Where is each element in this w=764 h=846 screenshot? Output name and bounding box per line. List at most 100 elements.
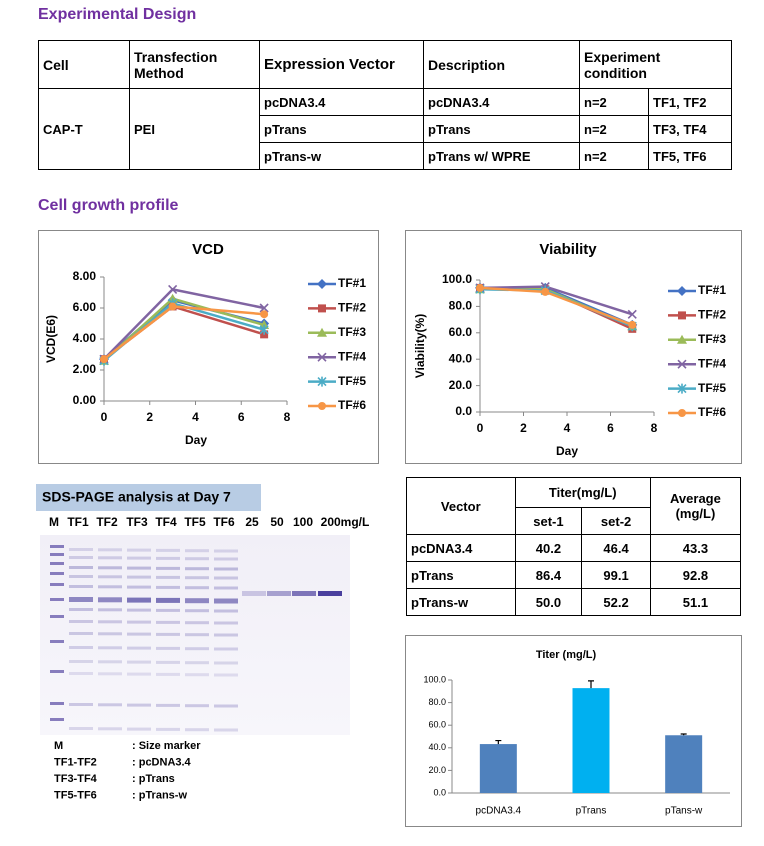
gel-band [127,575,151,579]
gel-band [214,673,238,677]
legend-label: TF#4 [698,356,726,370]
gel-band [156,703,180,707]
gel-band [267,591,291,596]
gel-band [50,718,64,721]
gel-band [98,703,122,707]
marker [628,320,637,329]
gel-band [214,567,238,571]
marker [475,283,485,293]
cell: PEI [129,88,260,170]
lane-label: M [49,515,59,529]
gel-band [214,647,238,651]
gel-band [156,566,180,570]
gel-band [69,620,93,623]
gel-band [242,591,266,596]
cell: 86.4 [514,561,583,589]
lane-label: TF2 [96,515,118,529]
gel-band [69,585,93,588]
legend-label: TF#3 [338,325,366,339]
gel-band [69,556,93,559]
legend-label: TF#4 [338,349,366,363]
gel-band [214,728,238,732]
cell: pcDNA3.4 [406,534,516,562]
x-tick-label: 8 [651,421,658,435]
cell: pcDNA3.4 [423,88,580,116]
gel-band [127,597,151,603]
gel-title-box [36,484,261,511]
marker [99,354,109,365]
marker [677,286,687,296]
gel-band [156,660,180,664]
y-axis-label: VCD(E6) [44,315,58,363]
marker [259,303,269,313]
titer-table: Vector Titer(mg/L) Average (mg/L) set-1 … [406,477,742,616]
header-cell: Titer(mg/L) [514,477,651,508]
cell: n=2 [579,88,649,116]
cell: pTrans-w [259,142,424,170]
gel-band [214,661,238,665]
gel-band [98,672,122,676]
series-line [103,305,265,361]
chart-frame [405,635,742,827]
gel-band [185,661,209,665]
gel-band [98,646,122,650]
series-line [479,287,633,328]
gel-band [98,608,122,612]
gel-band [127,646,151,650]
marker [627,321,637,332]
gel-title: SDS-PAGE analysis at Day 7 [42,489,231,505]
gel-band [214,576,238,580]
gel-band [214,586,238,590]
gel-legend-term: TF1-TF2 [54,756,97,768]
marker [99,354,109,364]
gel-band [156,632,180,636]
gel-band [185,586,209,590]
legend-label: TF#1 [338,276,366,290]
series-line [103,301,265,362]
gel-band [98,585,122,589]
marker [260,310,269,319]
header-cell: set-2 [581,507,651,535]
y-tick-label: 6.00 [73,300,97,314]
gel-band [69,632,93,635]
marker [168,298,178,309]
gel-band [127,566,151,570]
marker [100,355,108,364]
gel-band [214,598,238,604]
lane-label: 50 [270,515,284,529]
lane-label: 200mg/L [321,515,370,529]
cell: pTrans [259,115,424,143]
y-tick-label: 20.0 [428,765,446,775]
error-bar [680,733,687,736]
y-tick-label: 100.0 [442,272,472,286]
gel-band [98,575,122,579]
legend-label: TF#5 [338,374,366,388]
gel-band [69,566,93,569]
gel-band [69,575,93,578]
header-cell: Expression Vector [259,40,424,89]
y-tick-label: 0.0 [455,404,472,418]
gel-band [127,620,151,624]
header-cell: Experiment condition [579,40,732,89]
y-tick-label: 4.00 [73,331,97,345]
series-line [103,305,265,361]
legend-label: TF#3 [698,332,726,346]
marker [540,282,551,293]
x-tick-label: 6 [238,410,245,424]
gel-band [127,608,151,612]
y-axis-label: Viability(%) [413,314,427,378]
marker [678,311,686,320]
cell: n=2 [579,142,649,170]
gel-band [156,585,180,589]
cell: 46.4 [581,534,651,562]
marker [99,355,109,366]
gel-band [156,727,180,731]
marker [317,327,327,337]
section-title: Experimental Design [38,6,197,23]
gel-band [185,567,209,571]
x-tick-label: 0 [101,410,108,424]
gel-band [127,727,151,731]
series-line [103,297,265,362]
header-cell: Cell [38,40,130,89]
marker [541,285,550,294]
